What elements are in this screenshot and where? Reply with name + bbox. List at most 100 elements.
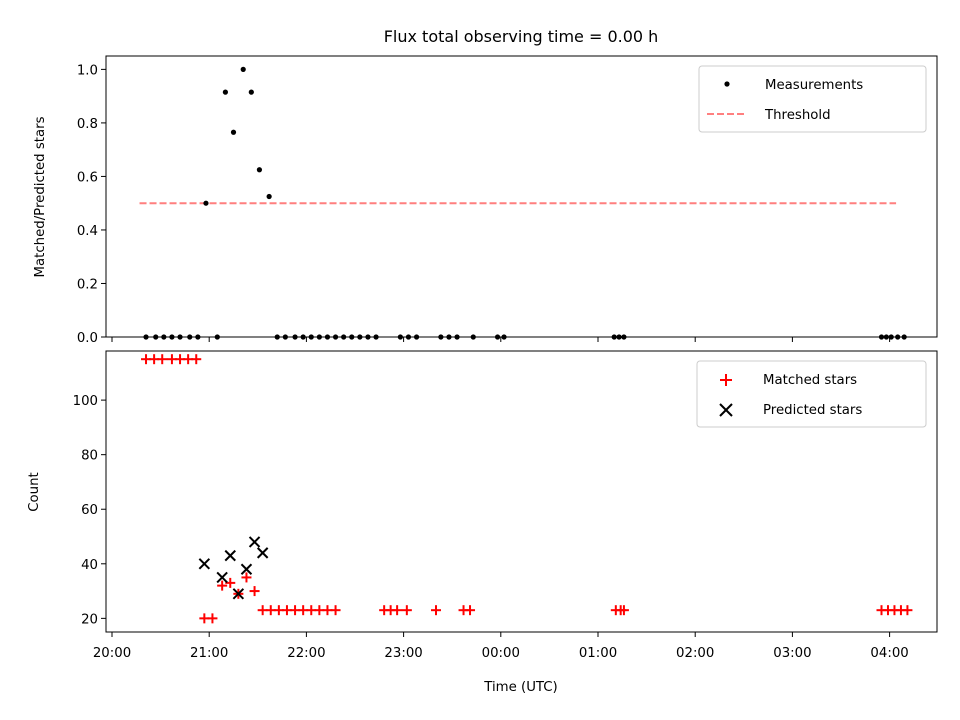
top-y-axis-label: Matched/Predicted stars <box>33 116 48 277</box>
matched-star-point <box>157 354 168 365</box>
measurement-point <box>446 334 452 340</box>
bottom-legend: Matched stars Predicted stars <box>696 360 927 428</box>
measurement-point <box>341 334 347 340</box>
measurement-point <box>177 334 183 340</box>
measurement-point <box>878 334 885 340</box>
matched-star-point <box>225 577 236 588</box>
matched-star-point <box>330 605 341 616</box>
measurement-point <box>300 334 306 340</box>
predicted-star-stroke <box>216 571 228 584</box>
matched-star-point <box>241 572 252 583</box>
measurement-point <box>405 334 412 340</box>
predicted-star-stroke <box>198 558 211 570</box>
predicted-star-stroke <box>232 588 245 600</box>
measurement-point <box>308 334 314 340</box>
predicted-star-point <box>232 588 245 600</box>
measurement-point <box>349 334 355 340</box>
bottom-xtick-label: 04:00 <box>870 646 908 661</box>
matched-star-point <box>191 354 202 365</box>
measurement-point <box>248 89 254 95</box>
legend-measurements-label: Measurements <box>765 78 863 93</box>
matched-star-point <box>249 586 260 597</box>
measurement-point <box>901 334 907 340</box>
top-frame <box>105 55 938 338</box>
bottom-ytick-label: 100 <box>73 394 98 409</box>
legend-matched-marker <box>720 374 732 386</box>
measurement-point <box>266 193 272 200</box>
legend-predicted-marker <box>719 403 733 417</box>
predicted-star-stroke <box>256 547 269 559</box>
measurement-point <box>274 334 280 340</box>
measurement-point <box>256 167 263 173</box>
measurement-point <box>397 334 403 340</box>
bottom-frame <box>105 350 938 633</box>
measurement-point <box>494 334 501 340</box>
measurement-point <box>195 334 201 340</box>
bottom-xtick-label: 21:00 <box>190 646 228 661</box>
measurement-point <box>373 334 379 340</box>
x-axis-label: Time (UTC) <box>483 680 558 695</box>
bottom-ytick-label: 80 <box>81 449 98 464</box>
top-legend: Measurements Threshold <box>698 65 927 133</box>
predicted-star-stroke <box>240 563 253 575</box>
measurement-point <box>240 66 246 72</box>
measurement-point <box>470 334 476 340</box>
measurement-point <box>203 200 209 206</box>
predicted-star-point <box>198 558 211 570</box>
measurement-point <box>214 334 220 340</box>
top-ytick-label: 0.4 <box>77 224 98 239</box>
measurement-point <box>332 334 339 340</box>
predicted-star-point <box>256 547 269 559</box>
matched-star-point <box>401 605 412 616</box>
measurement-point <box>883 334 889 340</box>
top-ytick-label: 0.6 <box>77 170 98 185</box>
measurement-point <box>169 334 175 340</box>
bottom-ytick-label: 60 <box>81 503 98 518</box>
measurement-point <box>501 334 507 340</box>
predicted-star-stroke <box>248 536 261 548</box>
measurement-point <box>888 334 894 340</box>
measurement-point <box>292 334 298 340</box>
measurement-point <box>438 334 444 340</box>
top-ytick-label: 1.0 <box>77 63 98 78</box>
top-ytick-label: 0.8 <box>77 117 98 132</box>
bottom-xtick-label: 01:00 <box>579 646 617 661</box>
measurement-point <box>161 334 167 340</box>
top-ytick-label: 0.0 <box>77 331 98 346</box>
top-ytick-label: 0.2 <box>77 277 98 292</box>
predicted-star-point <box>248 536 261 548</box>
measurement-point <box>324 334 331 340</box>
matched-star-point <box>392 605 403 616</box>
predicted-star-point <box>224 549 236 562</box>
bottom-y-axis-label: Count <box>27 472 42 512</box>
legend-matched-label: Matched stars <box>763 373 857 388</box>
legend-threshold-label: Threshold <box>764 108 831 123</box>
measurement-point <box>611 334 617 340</box>
measurement-point <box>365 334 371 340</box>
measurement-point <box>282 334 288 340</box>
bottom-xtick-label: 00:00 <box>482 646 520 661</box>
predicted-star-stroke <box>224 549 236 562</box>
chart-title: Flux total observing time = 0.00 h <box>384 27 659 46</box>
matched-star-point <box>618 605 629 616</box>
measurement-point <box>187 334 193 340</box>
bottom-xtick-label: 20:00 <box>93 646 131 661</box>
matched-star-point <box>431 605 441 616</box>
matched-star-point <box>902 605 913 616</box>
matched-star-point <box>465 605 476 616</box>
legend-measurements-marker <box>724 81 730 87</box>
measurement-point <box>222 89 228 95</box>
measurement-point <box>357 334 363 340</box>
predicted-star-point <box>216 571 228 584</box>
predicted-star-point <box>240 563 253 575</box>
matched-star-point <box>217 580 228 591</box>
bottom-axes: 20 40 60 80 100 20:00 21:00 22:00 23:00 00:00 01:0… <box>73 350 938 661</box>
measurement-point <box>616 334 622 340</box>
measurement-point <box>316 334 322 340</box>
measurement-point <box>621 334 627 340</box>
measurement-point <box>413 334 420 340</box>
measurement-point <box>230 129 237 135</box>
bottom-xtick-label: 23:00 <box>384 646 422 661</box>
legend-predicted-label: Predicted stars <box>763 403 862 418</box>
